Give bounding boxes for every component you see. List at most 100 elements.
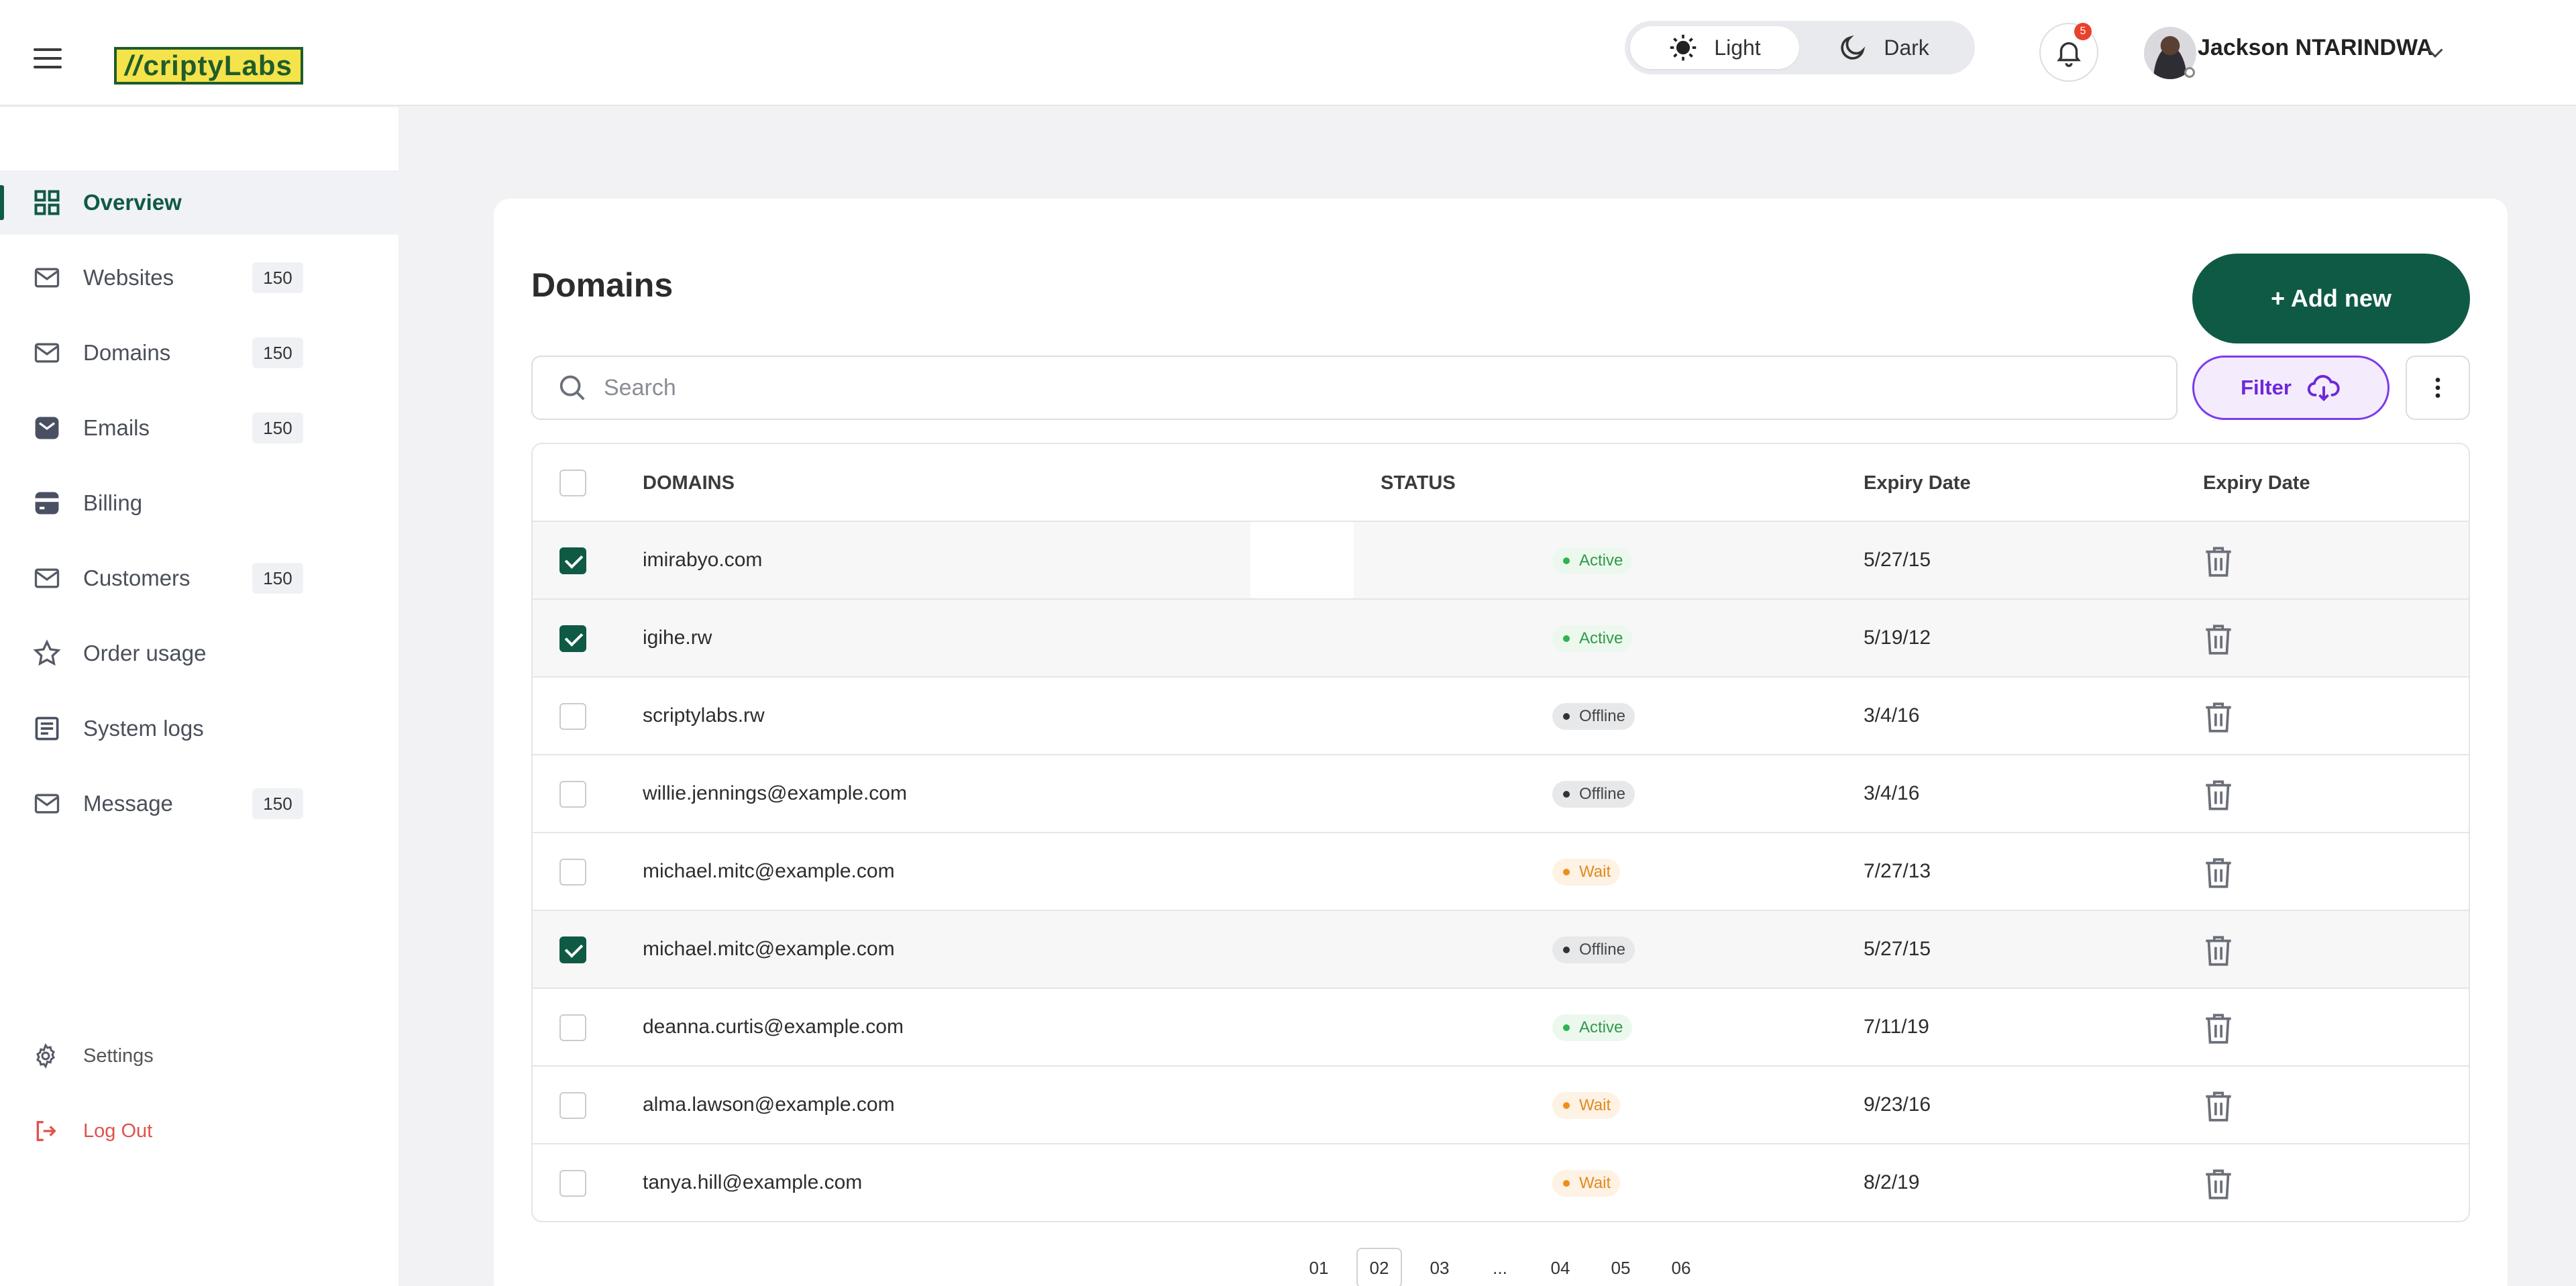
sidebar-item-system-logs[interactable]: System logs [0,696,398,761]
row-highlight [1250,522,1354,598]
theme-light-option[interactable]: Light [1630,26,1799,69]
domain-cell: willie.jennings@example.com [643,782,907,804]
add-new-button[interactable]: + Add new [2192,254,2470,343]
mail-icon [34,794,60,814]
trash-icon[interactable] [2202,543,2235,580]
theme-dark-option[interactable]: Dark [1799,26,1968,69]
trash-icon[interactable] [2202,1088,2235,1124]
sidebar-item-domains[interactable]: Domains 150 [0,321,398,385]
table-row[interactable]: willie.jennings@example.com Offline 3/4/… [533,754,2469,832]
sun-icon [1670,34,1697,61]
row-checkbox[interactable] [559,859,586,886]
logout-button[interactable]: Log Out [0,1099,398,1163]
sidebar-item-billing[interactable]: Billing [0,471,398,535]
chevron-down-icon[interactable] [2423,40,2447,64]
domains-table: DOMAINS STATUS Expiry Date Expiry Date i… [531,443,2470,1222]
trash-icon[interactable] [2202,855,2235,891]
menu-icon[interactable] [34,48,62,68]
page-button-06[interactable]: 06 [1671,1257,1691,1278]
column-header-expiry-date-2[interactable]: Expiry Date [2203,472,2310,494]
row-checkbox[interactable] [559,625,586,652]
search-input[interactable] [604,368,2147,408]
trash-icon[interactable] [2202,932,2235,969]
domain-cell: scriptylabs.rw [643,704,765,727]
app-logo[interactable]: //criptyLabs [114,47,303,85]
status-badge: Active [1552,625,1633,652]
table-row[interactable]: deanna.curtis@example.com Active 7/11/19 [533,987,2469,1065]
table-row[interactable]: michael.mitc@example.com Wait 7/27/13 [533,832,2469,910]
row-checkbox[interactable] [559,1170,586,1197]
row-checkbox[interactable] [559,1014,586,1041]
sidebar-item-order-usage[interactable]: Order usage [0,621,398,686]
expiry-date-cell: 5/19/12 [1864,627,1931,649]
row-checkbox[interactable] [559,936,586,963]
status-badge: Active [1552,1014,1633,1041]
table-row[interactable]: alma.lawson@example.com Wait 9/23/16 [533,1065,2469,1143]
more-options-button[interactable] [2406,356,2470,420]
trash-icon[interactable] [2202,699,2235,735]
column-header-expiry-date[interactable]: Expiry Date [1864,472,1971,494]
domain-cell: michael.mitc@example.com [643,938,895,960]
status-badge: Wait [1552,1170,1621,1197]
page-title: Domains [531,266,674,304]
trash-icon[interactable] [2202,1010,2235,1047]
pagination: 01 02 03 ... 04 05 06 [1296,1245,1719,1286]
theme-light-label: Light [1714,35,1761,60]
column-header-domains[interactable]: DOMAINS [643,472,735,494]
row-checkbox[interactable] [559,1092,586,1119]
page-button-01[interactable]: 01 [1309,1257,1329,1278]
count-badge: 150 [252,788,303,819]
column-header-status[interactable]: STATUS [1381,472,1456,494]
table-row[interactable]: igihe.rw Active 5/19/12 [533,598,2469,676]
avatar[interactable] [2144,27,2196,79]
logout-label: Log Out [83,1120,153,1142]
sidebar-item-websites[interactable]: Websites 150 [0,246,398,310]
sidebar-item-label: Websites [83,265,174,290]
trash-icon[interactable] [2202,1166,2235,1202]
mail-filled-icon [35,417,59,439]
page-button-03[interactable]: 03 [1430,1257,1450,1278]
mail-icon [34,343,60,363]
table-row[interactable]: scriptylabs.rw Offline 3/4/16 [533,676,2469,754]
more-vertical-icon [2435,378,2440,398]
trash-icon[interactable] [2202,621,2235,657]
sidebar-item-overview[interactable]: Overview [0,170,398,235]
wallet-icon [35,492,59,515]
theme-dark-label: Dark [1884,35,1929,60]
domain-cell: alma.lawson@example.com [643,1093,895,1116]
mail-icon [34,268,60,288]
page-button-04[interactable]: 04 [1550,1257,1570,1278]
user-name[interactable]: Jackson NTARINDWA [2198,35,2433,60]
sidebar-item-label: Billing [83,490,143,515]
domain-cell: tanya.hill@example.com [643,1171,863,1193]
sidebar-item-customers[interactable]: Customers 150 [0,546,398,610]
trash-icon[interactable] [2202,777,2235,813]
search-box[interactable] [531,356,2178,420]
table-row[interactable]: tanya.hill@example.com Wait 8/2/19 [533,1143,2469,1221]
status-badge: Offline [1552,936,1635,963]
sidebar-item-message[interactable]: Message 150 [0,771,398,836]
sidebar-item-settings[interactable]: Settings [0,1024,398,1088]
row-checkbox[interactable] [559,547,586,574]
expiry-date-cell: 5/27/15 [1864,938,1931,960]
table-row[interactable]: michael.mitc@example.com Offline 5/27/15 [533,910,2469,987]
avatar-status [2184,67,2195,78]
sidebar-item-emails[interactable]: Emails 150 [0,396,398,460]
domain-cell: igihe.rw [643,627,712,649]
filter-label: Filter [2241,376,2292,399]
sidebar: Overview Websites 150 Domains 150 Emails… [0,107,398,1286]
select-all-checkbox[interactable] [559,470,586,496]
status-badge: Wait [1552,859,1621,886]
row-checkbox[interactable] [559,703,586,730]
filter-button[interactable]: Filter [2192,356,2390,420]
sidebar-item-label: System logs [83,716,204,741]
row-checkbox[interactable] [559,781,586,808]
page-button-02[interactable]: 02 [1356,1248,1402,1286]
notifications-button[interactable]: 5 [2039,23,2098,82]
table-row[interactable]: imirabyo.com Active 5/27/15 [533,521,2469,598]
sidebar-item-label: Overview [83,190,182,215]
expiry-date-cell: 9/23/16 [1864,1093,1931,1116]
expiry-date-cell: 5/27/15 [1864,549,1931,571]
page-button-05[interactable]: 05 [1611,1257,1631,1278]
moon-icon [1841,35,1866,60]
